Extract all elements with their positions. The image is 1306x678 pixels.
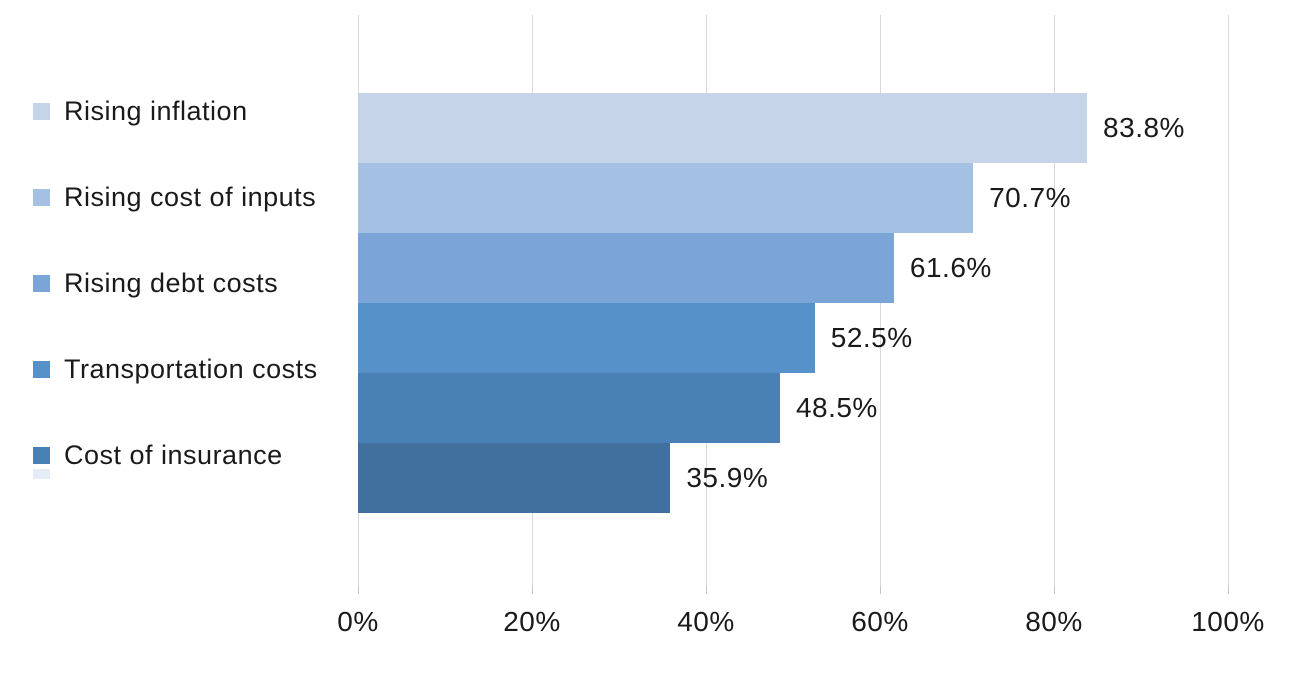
bar — [358, 373, 780, 443]
legend-swatch-icon — [33, 360, 50, 378]
bar — [358, 93, 1088, 163]
legend-swatch-icon — [33, 188, 50, 206]
axis-tick-mark — [1054, 586, 1055, 594]
bar — [358, 233, 894, 303]
axis-tick-mark — [706, 586, 707, 594]
legend-item: Rising inflation — [33, 94, 248, 128]
x-tick-label: 40% — [677, 606, 735, 637]
bar-data-label: 52.5% — [830, 322, 913, 353]
bar-data-label: 35.9% — [686, 462, 769, 493]
legend-item: Transportation costs — [33, 352, 318, 386]
bar-data-label: 61.6% — [909, 252, 992, 283]
axis-tick-mark — [1228, 586, 1229, 594]
clipped-legend-marker-icon — [33, 469, 50, 479]
axis-tick-mark — [532, 586, 533, 594]
legend-item: Rising debt costs — [33, 266, 278, 300]
bar-data-label: 48.5% — [795, 392, 878, 423]
bar-data-label: 70.7% — [989, 182, 1071, 213]
legend-item: Cost of insurance — [33, 438, 283, 472]
legend-label: Rising cost of inputs — [64, 181, 317, 212]
legend-label: Cost of insurance — [64, 439, 283, 470]
legend-swatch-icon — [33, 102, 50, 120]
bar — [358, 303, 815, 373]
bar-data-label: 83.8% — [1103, 112, 1185, 143]
bar — [358, 163, 974, 233]
x-tick-label: 20% — [503, 606, 561, 637]
axis-tick-mark — [358, 586, 359, 594]
axis-tick-mark — [880, 586, 881, 594]
x-tick-label: 80% — [1025, 606, 1083, 637]
x-tick-label: 100% — [1191, 606, 1265, 637]
gridline — [1228, 15, 1229, 586]
legend-label: Rising inflation — [64, 95, 248, 126]
x-tick-label: 60% — [851, 606, 909, 637]
x-tick-label: 0% — [337, 606, 379, 637]
legend-label: Rising debt costs — [64, 267, 279, 298]
legend-swatch-icon — [33, 446, 50, 464]
bar — [358, 443, 671, 513]
legend-swatch-icon — [33, 274, 50, 292]
legend-item: Rising cost of inputs — [33, 180, 316, 214]
gridline — [1054, 15, 1055, 586]
legend-label: Transportation costs — [64, 353, 318, 384]
